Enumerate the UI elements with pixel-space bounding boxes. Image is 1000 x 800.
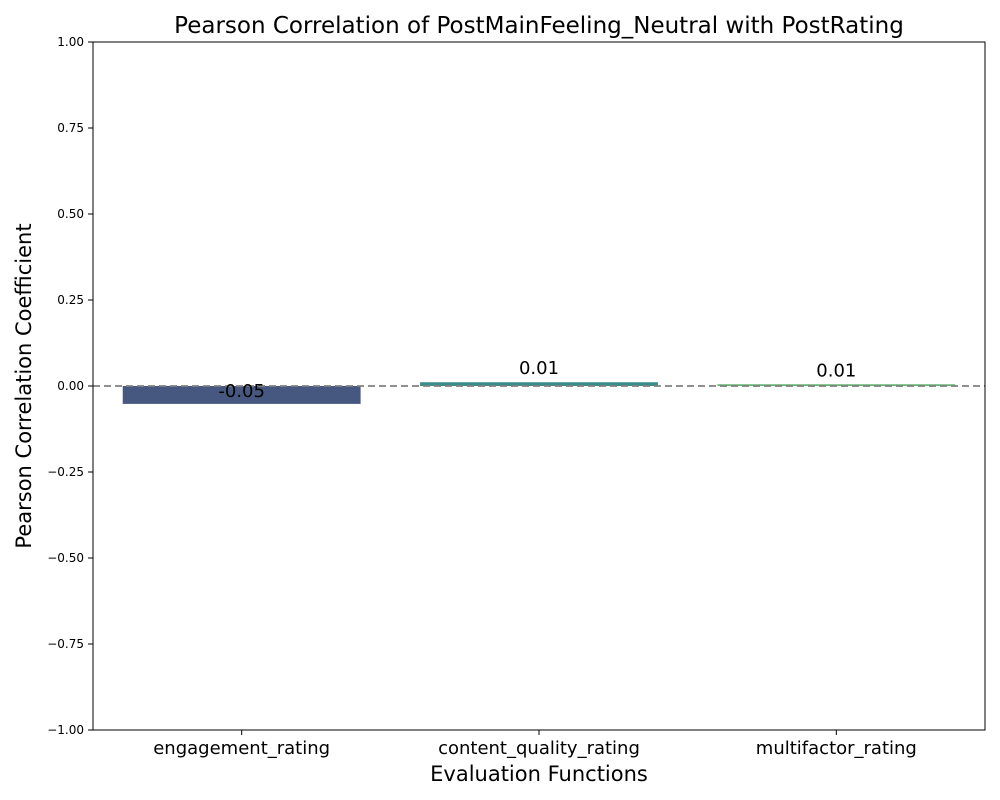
y-tick-label: −0.50 [47, 551, 84, 565]
x-tick-label: engagement_rating [153, 738, 330, 759]
y-tick-label: −0.25 [47, 465, 84, 479]
y-tick-label: 0.50 [57, 207, 84, 221]
y-tick-label: 0.75 [57, 121, 84, 135]
y-axis-label: Pearson Correlation Coefficient [12, 223, 36, 548]
data-labels: -0.05 0.01 0.01 [218, 358, 856, 402]
x-axis-label: Evaluation Functions [430, 762, 648, 786]
x-tick-label: content_quality_rating [438, 738, 640, 759]
x-tick-label: multifactor_rating [756, 738, 917, 759]
y-tick-label: −0.75 [47, 637, 84, 651]
bar-engagement-rating [122, 386, 361, 404]
y-tick-label: 1.00 [57, 35, 84, 49]
data-label: 0.01 [519, 358, 559, 379]
plot-frame [92, 41, 986, 731]
data-label: -0.05 [218, 381, 265, 402]
y-tick-label: 0.25 [57, 293, 84, 307]
data-label: 0.01 [816, 360, 856, 381]
chart-title: Pearson Correlation of PostMainFeeling_N… [174, 13, 904, 39]
x-axis-ticks: engagement_rating content_quality_rating m… [153, 730, 917, 759]
y-tick-label: −1.00 [47, 723, 84, 737]
y-tick-label: 0.00 [57, 379, 84, 393]
y-axis-ticks: 1.00 0.75 0.50 0.25 0.00 −0.25 −0.50 −0.75 −1.00 [47, 35, 93, 737]
bar-content-quality-rating [420, 382, 658, 386]
